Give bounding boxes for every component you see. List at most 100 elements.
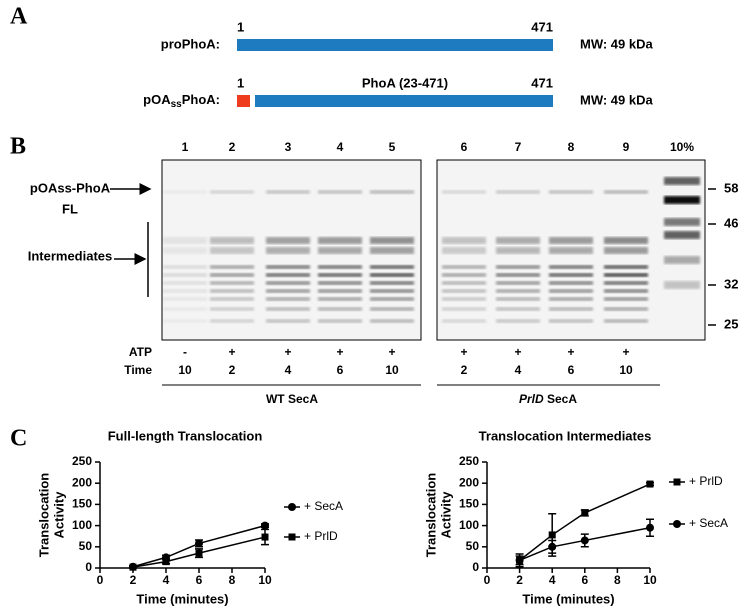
y-tick-label: 100: [72, 518, 92, 532]
y-tick-label: 0: [85, 560, 92, 574]
y-axis-label: Translocation: [36, 473, 51, 558]
y-tick-label: 250: [459, 454, 479, 468]
gel-band: [318, 190, 362, 194]
gel-band: [604, 265, 648, 269]
data-point: [261, 521, 269, 530]
marker-band: [664, 177, 700, 185]
time-label: 10: [178, 363, 192, 377]
start-label: 1: [237, 19, 244, 34]
data-point: [580, 536, 589, 545]
gel-band: [163, 265, 207, 269]
gel-band: [549, 307, 593, 311]
lane-label: 6: [461, 140, 468, 154]
atp-label: -: [183, 345, 187, 359]
gel-band: [496, 273, 540, 277]
y-tick-label: 50: [79, 539, 93, 553]
data-point: [646, 480, 654, 488]
y-tick-label: 200: [459, 475, 479, 489]
lane-label: 8: [568, 140, 575, 154]
gel-band: [210, 265, 254, 269]
lane-label: 10%: [670, 140, 694, 154]
gel-band: [370, 297, 414, 301]
atp-label: +: [284, 345, 291, 359]
gel-band: [370, 190, 414, 194]
atp-label: +: [228, 345, 235, 359]
gel-band: [266, 281, 310, 285]
gel-band: [549, 319, 593, 323]
x-tick-label: 8: [229, 573, 236, 587]
lane-label: 7: [515, 140, 522, 154]
y-tick-label: 0: [472, 560, 479, 574]
panel-letter: C: [10, 426, 27, 452]
legend-label: + PrlD: [304, 529, 338, 543]
gel-band: [604, 307, 648, 311]
gel-band: [370, 265, 414, 269]
gel-band: [210, 319, 254, 323]
gel-band: [549, 237, 593, 244]
gel-band: [549, 265, 593, 269]
gel-label: pOAss-PhoA: [30, 180, 111, 195]
lane-label: 3: [285, 140, 292, 154]
gel-band: [210, 273, 254, 277]
gel-band: [604, 247, 648, 254]
gel-band: [163, 289, 207, 293]
construct-bar: [255, 95, 553, 107]
time-label: 2: [461, 363, 468, 377]
gel-band: [163, 247, 207, 254]
time-label: 6: [568, 363, 575, 377]
lane-label: 2: [229, 140, 236, 154]
data-point: [646, 523, 654, 532]
gel-band: [549, 273, 593, 277]
lane-label: 5: [389, 140, 396, 154]
domain-label: PhoA (23-471): [362, 75, 448, 90]
data-point: [261, 533, 269, 541]
gel-band: [442, 289, 486, 293]
atp-label: +: [336, 345, 343, 359]
legend-marker: [288, 533, 296, 541]
marker-label: 46: [724, 215, 738, 230]
end-label: 471: [531, 19, 553, 34]
y-tick-label: 250: [72, 454, 92, 468]
data-point: [548, 531, 556, 539]
gel-band: [442, 319, 486, 323]
y-tick-label: 200: [72, 475, 92, 489]
gel-band: [604, 237, 648, 244]
gel-band: [318, 265, 362, 269]
gel-band: [442, 307, 486, 311]
gel-band: [163, 307, 207, 311]
row-label: Time: [124, 363, 152, 377]
marker-band: [664, 231, 700, 239]
gel-band: [370, 319, 414, 323]
gel-band: [496, 307, 540, 311]
group-part: SecA: [544, 392, 578, 406]
group-label: PrlD SecA: [519, 392, 577, 406]
gel-band: [266, 297, 310, 301]
gel-band: [163, 190, 207, 194]
gel-band: [266, 247, 310, 254]
gel-band: [496, 247, 540, 254]
gel-band: [266, 190, 310, 194]
gel-band: [549, 281, 593, 285]
legend-marker: [288, 503, 296, 511]
data-point: [195, 549, 203, 557]
chart-title: Full-length Translocation: [108, 428, 263, 443]
gel-band: [604, 273, 648, 277]
gel-band: [210, 190, 254, 194]
gel-band: [163, 273, 207, 277]
gel-band: [549, 297, 593, 301]
gel-band: [163, 319, 207, 323]
time-label: 4: [515, 363, 522, 377]
start-label: 1: [237, 75, 244, 90]
gel-band: [442, 281, 486, 285]
gel-band: [266, 307, 310, 311]
legend-marker: [673, 520, 681, 528]
data-point: [515, 556, 524, 565]
gel-band: [442, 247, 486, 254]
marker-band: [664, 218, 700, 226]
marker-band: [664, 256, 700, 264]
marker-label: 58: [724, 180, 738, 195]
atp-label: +: [388, 345, 395, 359]
gel-band: [266, 273, 310, 277]
gel-band: [604, 190, 648, 194]
gel-band: [318, 247, 362, 254]
